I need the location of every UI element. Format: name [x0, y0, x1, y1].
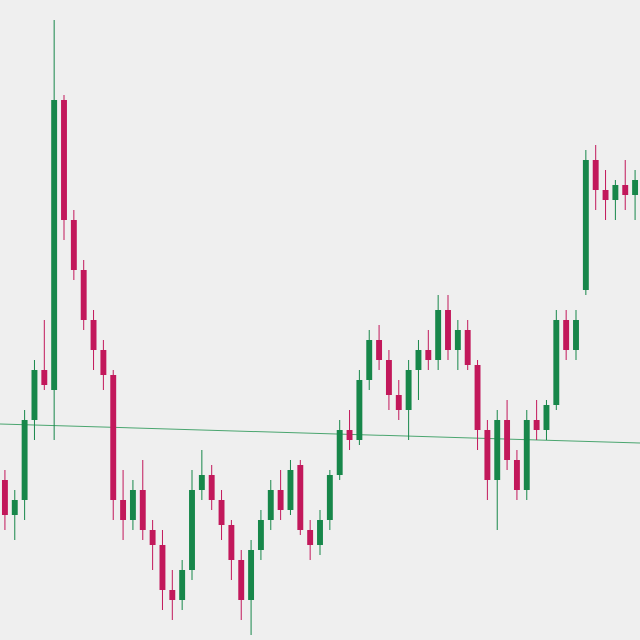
candle-body [494, 420, 501, 480]
candle-body [149, 530, 156, 545]
candle-body [336, 430, 343, 475]
candle-body [189, 490, 195, 570]
candle-body [257, 520, 264, 550]
candle-body [513, 460, 520, 490]
candle-body [504, 420, 511, 460]
candle-body [445, 310, 451, 350]
candle-body [484, 430, 491, 480]
candle-body [41, 370, 48, 385]
candle-body [208, 475, 215, 500]
candle-body [464, 330, 471, 365]
candle-body [218, 500, 225, 525]
candle-body [425, 350, 432, 360]
candle-body [129, 490, 136, 520]
candle-body [80, 270, 87, 320]
candle-body [238, 560, 245, 600]
candle-body [198, 475, 205, 490]
candle-body [405, 370, 412, 410]
candle-body [287, 470, 294, 510]
candle-body [120, 500, 127, 520]
candle-body [454, 330, 461, 350]
candle-body [582, 160, 589, 290]
candle-body [169, 590, 176, 600]
candle-body [563, 320, 570, 350]
trend-line [0, 423, 640, 444]
candle-body [474, 365, 481, 430]
candle-body [533, 420, 540, 430]
candle-body [602, 190, 609, 200]
candle-body [376, 340, 383, 360]
candle-body [592, 160, 599, 190]
candle-body [100, 350, 107, 375]
candle-body [356, 380, 363, 440]
candle-body [248, 550, 255, 600]
candle-body [415, 350, 422, 370]
candle-body [61, 100, 67, 220]
candle-body [553, 320, 560, 405]
candle-body [70, 220, 77, 270]
candle-body [543, 405, 550, 430]
candle-body [307, 530, 314, 545]
candle-body [326, 475, 333, 520]
candle-body [267, 490, 274, 520]
candle-body [159, 545, 166, 590]
candle-body [523, 420, 530, 490]
candle-body [632, 180, 639, 195]
candle-body [346, 430, 353, 440]
candle-body [90, 320, 97, 350]
candle-body [31, 370, 38, 420]
candle-body [21, 420, 28, 500]
candle-body [435, 310, 442, 360]
candle-body [179, 570, 186, 600]
candle-body [1, 480, 8, 515]
candle-body [139, 490, 146, 530]
candle-body [228, 525, 235, 560]
candle-body [395, 395, 402, 410]
candle-body [385, 360, 392, 395]
candle-body [110, 375, 117, 500]
candle-body [612, 185, 619, 200]
candle-body [366, 340, 373, 380]
candle-body [297, 465, 304, 530]
candle-body [317, 520, 323, 545]
candle-body [573, 320, 579, 350]
candle-body [51, 100, 58, 390]
candle-body [622, 185, 629, 195]
candle-body [277, 490, 284, 510]
candle-body [11, 500, 18, 515]
